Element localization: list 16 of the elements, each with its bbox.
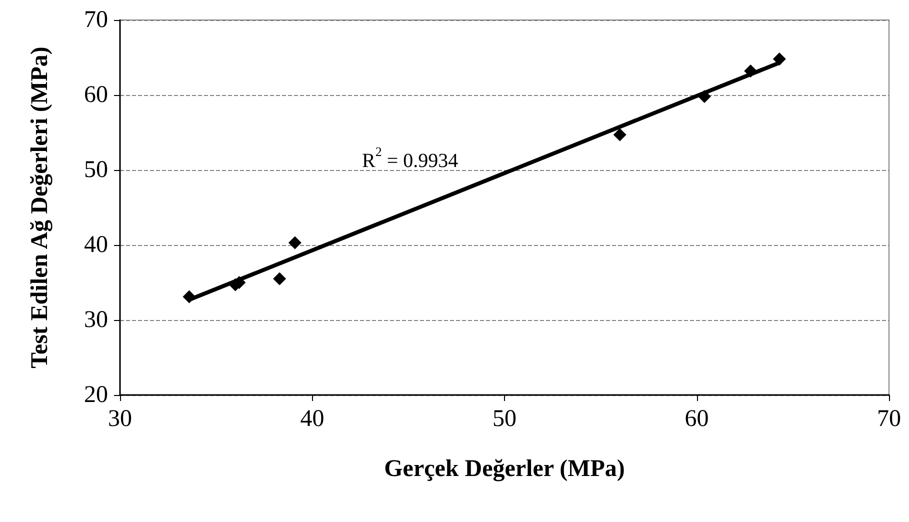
x-tick-label: 50 xyxy=(492,406,516,432)
x-axis-title: Gerçek Değerler (MPa) xyxy=(384,456,625,482)
y-tick-label: 70 xyxy=(84,7,108,33)
point xyxy=(288,236,302,250)
point xyxy=(613,128,626,142)
x-tick-label: 30 xyxy=(108,406,132,432)
y-axis-title: Test Edilen Ağ Değerleri (MPa) xyxy=(27,46,53,368)
x-tick-label: 70 xyxy=(877,406,901,432)
y-tick-label: 30 xyxy=(84,307,108,333)
y-tick-label: 60 xyxy=(84,82,108,108)
x-tick-label: 60 xyxy=(684,406,709,432)
point xyxy=(273,272,286,286)
y-tick-label: 20 xyxy=(84,382,108,408)
y-tick-label: 40 xyxy=(84,232,108,258)
x-tick-label: 40 xyxy=(300,406,324,432)
y-tick-label: 50 xyxy=(84,157,108,183)
